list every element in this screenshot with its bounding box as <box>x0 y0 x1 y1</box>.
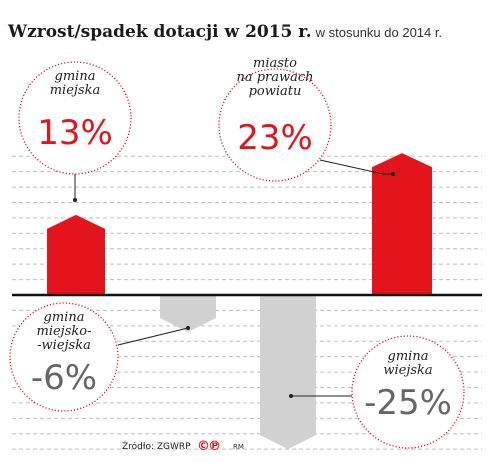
data-label: -6% <box>31 358 97 398</box>
connector-dot <box>73 198 77 202</box>
category-label: gmina <box>388 349 429 364</box>
category-label: na prawach <box>236 70 313 85</box>
category-label: wiejska <box>383 363 432 378</box>
callout-circle <box>351 335 465 449</box>
title-text: Wzrost/spadek dotacji w 2015 r. <box>8 22 312 42</box>
category-label: gmina <box>55 69 96 84</box>
bar-1 <box>160 295 216 332</box>
data-label: 13% <box>37 113 113 153</box>
callout-circle <box>18 61 132 175</box>
bar-3 <box>372 153 432 295</box>
copyright-logo: ©℗ <box>197 439 221 454</box>
connector-dot <box>391 172 395 176</box>
data-label: 23% <box>237 118 313 158</box>
connector-dot <box>186 326 190 330</box>
connector-line <box>319 159 393 175</box>
category-label: -wiejska <box>37 338 91 353</box>
source-note: Źródło: ZGWRP <box>122 442 191 452</box>
callout-circle <box>218 68 332 182</box>
data-label: -25% <box>364 383 452 423</box>
chart-subtitle: w stosunku do 2014 r. <box>315 25 443 40</box>
category-label: gmina <box>44 310 85 325</box>
chart-title: Wzrost/spadek dotacji w 2015 r. w stosunk… <box>8 22 442 42</box>
bar-0 <box>47 214 105 295</box>
category-label: powiatu <box>249 84 302 99</box>
connector-line <box>117 327 189 346</box>
bar-2 <box>260 295 316 450</box>
author-initials: RM <box>233 443 244 451</box>
callout-circle <box>9 302 119 412</box>
category-label: miasto <box>253 56 297 71</box>
category-label: miejska <box>50 83 101 98</box>
category-label: miejsko- <box>37 324 92 339</box>
connector-dot <box>289 394 293 398</box>
